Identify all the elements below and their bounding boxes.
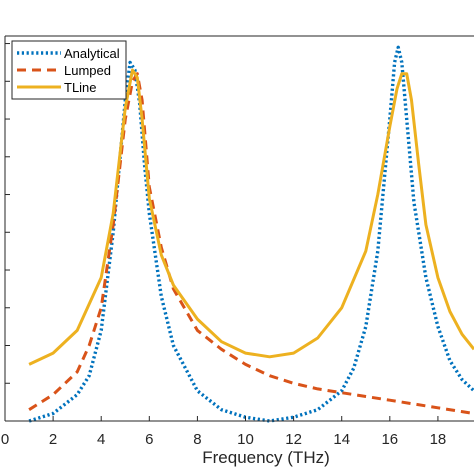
x-tick-label: 8 bbox=[193, 431, 201, 448]
legend-label-analytical: Analytical bbox=[64, 46, 120, 61]
legend: Analytical Lumped TLine bbox=[11, 40, 127, 100]
x-tick-label: 12 bbox=[285, 431, 302, 448]
legend-label-tline: TLine bbox=[64, 80, 97, 95]
series-layer bbox=[28, 45, 474, 423]
x-tick-label: 2 bbox=[49, 431, 57, 448]
x-ticks: 0 2 4 6 8 10 12 14 16 18 bbox=[1, 416, 446, 448]
axis-layer bbox=[4, 35, 474, 422]
x-axis-title: Frequency (THz) bbox=[202, 448, 330, 467]
y-ticks bbox=[5, 43, 10, 422]
x-tick-label: 0 bbox=[1, 431, 9, 448]
x-tick-label: 18 bbox=[430, 431, 447, 448]
x-tick-label: 6 bbox=[145, 431, 153, 448]
legend-label-lumped: Lumped bbox=[64, 63, 111, 78]
x-tick-label: 16 bbox=[381, 431, 398, 448]
x-tick-label: 10 bbox=[237, 431, 254, 448]
series-line-tline bbox=[28, 68, 474, 366]
legend-box bbox=[11, 40, 127, 100]
x-tick-label: 4 bbox=[97, 431, 105, 448]
x-tick-label: 14 bbox=[333, 431, 350, 448]
